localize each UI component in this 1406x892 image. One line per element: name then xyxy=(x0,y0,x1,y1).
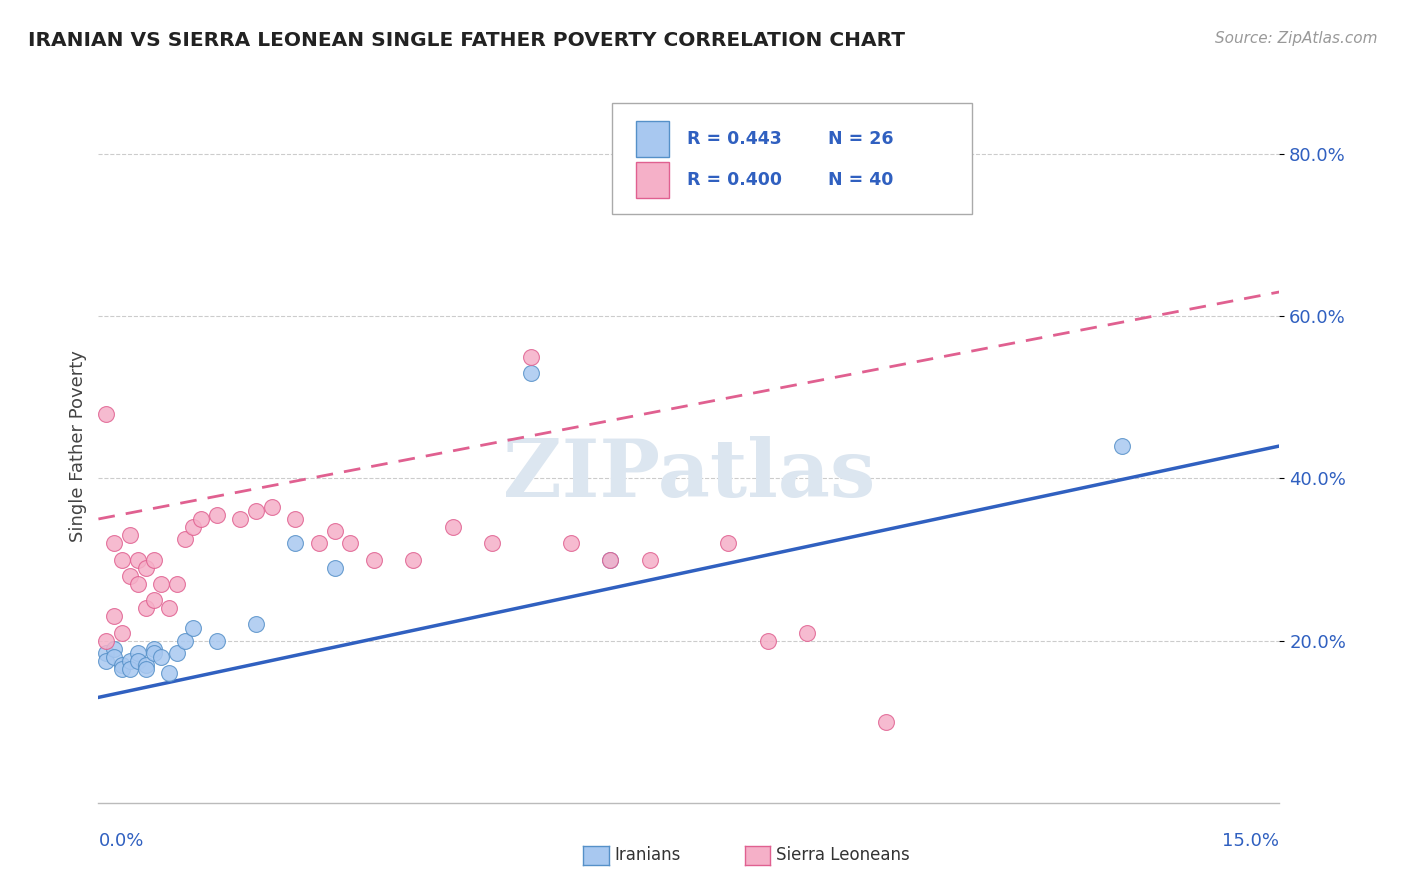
Point xyxy=(111,625,134,640)
Point xyxy=(205,633,228,648)
Point xyxy=(142,552,165,566)
Point xyxy=(229,512,252,526)
Point xyxy=(323,524,346,538)
Y-axis label: Single Father Poverty: Single Father Poverty xyxy=(69,350,87,542)
Point xyxy=(284,512,307,526)
Point xyxy=(363,552,385,566)
Point xyxy=(111,657,134,672)
Point xyxy=(245,504,267,518)
Text: ZIPatlas: ZIPatlas xyxy=(503,435,875,514)
Point xyxy=(402,552,425,566)
Point xyxy=(118,662,141,676)
Text: R = 0.443: R = 0.443 xyxy=(686,130,782,148)
Point xyxy=(599,552,621,566)
Point xyxy=(339,536,361,550)
Point xyxy=(118,568,141,582)
FancyBboxPatch shape xyxy=(636,121,669,157)
Point xyxy=(174,533,197,547)
Point xyxy=(166,646,188,660)
Point xyxy=(103,641,125,656)
Point xyxy=(190,512,212,526)
Point xyxy=(481,536,503,550)
Point xyxy=(796,625,818,640)
Point xyxy=(308,536,330,550)
Point xyxy=(96,654,118,668)
Point xyxy=(103,536,125,550)
Point xyxy=(127,552,149,566)
Point xyxy=(717,536,740,550)
Text: N = 40: N = 40 xyxy=(828,171,894,189)
Point xyxy=(174,633,197,648)
Point xyxy=(103,609,125,624)
Point xyxy=(111,662,134,676)
Point xyxy=(560,536,582,550)
Text: N = 26: N = 26 xyxy=(828,130,894,148)
Text: R = 0.400: R = 0.400 xyxy=(686,171,782,189)
Point xyxy=(520,366,543,380)
Text: 15.0%: 15.0% xyxy=(1222,831,1279,849)
Point xyxy=(96,407,118,421)
Point xyxy=(1111,439,1133,453)
Point xyxy=(135,560,157,574)
Point xyxy=(135,662,157,676)
Point xyxy=(142,646,165,660)
Point xyxy=(103,649,125,664)
Point xyxy=(181,520,204,534)
Point xyxy=(118,528,141,542)
Point xyxy=(127,646,149,660)
Point xyxy=(150,649,173,664)
Point xyxy=(245,617,267,632)
Point xyxy=(284,536,307,550)
Point xyxy=(127,654,149,668)
Point xyxy=(150,577,173,591)
FancyBboxPatch shape xyxy=(612,103,973,214)
Point xyxy=(520,350,543,364)
Point xyxy=(181,622,204,636)
Point xyxy=(135,601,157,615)
Text: Sierra Leoneans: Sierra Leoneans xyxy=(776,847,910,864)
Point xyxy=(127,577,149,591)
Point xyxy=(441,520,464,534)
Text: Source: ZipAtlas.com: Source: ZipAtlas.com xyxy=(1215,31,1378,46)
Text: 0.0%: 0.0% xyxy=(98,831,143,849)
Point xyxy=(135,657,157,672)
Point xyxy=(157,601,180,615)
Point xyxy=(96,646,118,660)
Text: IRANIAN VS SIERRA LEONEAN SINGLE FATHER POVERTY CORRELATION CHART: IRANIAN VS SIERRA LEONEAN SINGLE FATHER … xyxy=(28,31,905,50)
Point xyxy=(142,641,165,656)
Text: Iranians: Iranians xyxy=(614,847,681,864)
Point xyxy=(260,500,283,514)
Point xyxy=(118,654,141,668)
FancyBboxPatch shape xyxy=(636,162,669,198)
Point xyxy=(205,508,228,522)
Point xyxy=(157,666,180,681)
Point xyxy=(96,633,118,648)
Point xyxy=(166,577,188,591)
Point xyxy=(323,560,346,574)
Point xyxy=(756,633,779,648)
Point xyxy=(875,714,897,729)
Point xyxy=(638,552,661,566)
Point xyxy=(599,552,621,566)
Point xyxy=(111,552,134,566)
Point xyxy=(142,593,165,607)
